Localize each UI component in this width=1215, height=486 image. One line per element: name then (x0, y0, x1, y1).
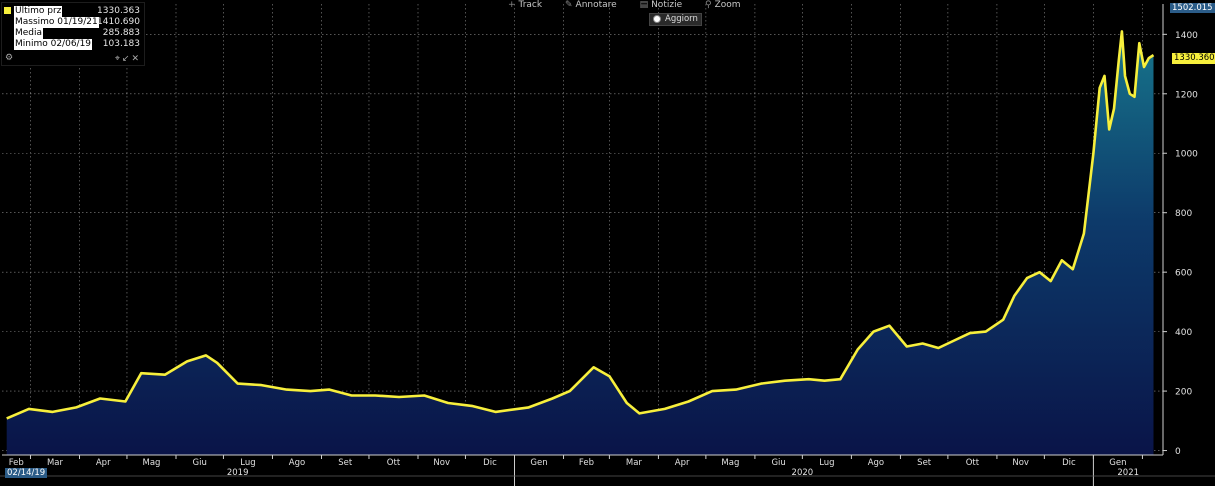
x-year-label: 2019 (227, 468, 249, 478)
x-month-label: Dic (1062, 458, 1076, 468)
close-icon[interactable]: ✕ (131, 54, 141, 64)
x-month-label: Mar (47, 458, 64, 468)
y-tick-label: 0 (1175, 447, 1181, 457)
x-month-label: Lug (819, 458, 834, 468)
legend-item-max: Massimo 01/19/21 1410.690 (14, 17, 140, 28)
x-month-label: Ago (868, 458, 884, 468)
legend-panel: Ultimo prz 1330.363 Massimo 01/19/21 141… (1, 2, 145, 66)
x-month-label: Feb (579, 458, 594, 468)
x-month-label: Ott (387, 458, 401, 468)
pencil-icon: ✎ (564, 0, 573, 10)
x-month-label: Apr (96, 458, 111, 468)
x-month-label: Feb (9, 458, 24, 468)
x-month-label: Set (917, 458, 932, 468)
x-month-label: Ago (289, 458, 305, 468)
news-button[interactable]: ▤ Notizie (639, 0, 683, 10)
x-year-label: 2020 (792, 468, 814, 478)
y-tick-label: 600 (1175, 269, 1192, 279)
axis-top-value-badge: 1502.015 (1170, 3, 1215, 13)
track-button[interactable]: + Track (508, 0, 543, 10)
legend-tools: ⌖↙✕ (115, 54, 141, 65)
series-color-swatch (4, 7, 11, 14)
pin-icon[interactable]: ⌖ (114, 54, 122, 64)
x-month-label: Dic (483, 458, 497, 468)
y-tick-label: 1400 (1175, 31, 1198, 41)
price-area-fill (6, 31, 1154, 456)
news-icon: ▤ (639, 0, 649, 10)
legend-item-last-price: Ultimo prz 1330.363 (4, 6, 141, 17)
x-month-label: Nov (1012, 458, 1029, 468)
y-tick-label: 200 (1175, 388, 1192, 398)
legend-item-average: Media 285.883 (14, 28, 140, 39)
x-month-label: Giu (771, 458, 785, 468)
y-tick-label: 400 (1175, 328, 1192, 338)
zoom-button[interactable]: ⚲ Zoom (704, 0, 741, 10)
y-tick-label: 800 (1175, 209, 1192, 219)
crosshair-icon: + (508, 0, 516, 10)
radio-icon (653, 14, 661, 23)
collapse-icon[interactable]: ↙ (121, 54, 132, 64)
x-month-label: Gen (530, 458, 547, 468)
x-axis: Feb Mar Apr Mag Giu Lug Ago Set Ott Nov Dic Gen Feb M… (0, 454, 1215, 486)
x-month-label: Mar (626, 458, 643, 468)
x-month-label: Lug (240, 458, 255, 468)
gear-icon[interactable]: ⚙ (5, 53, 14, 63)
annotate-button[interactable]: ✎ Annotare (564, 0, 617, 10)
refresh-button[interactable]: Aggiorn (649, 13, 702, 26)
legend-item-min: Minimo 02/06/19 103.183 (14, 39, 140, 50)
chart-toolbar: + Track ✎ Annotare ▤ Notizie ⚲ Zoom (508, 0, 761, 12)
last-price-badge: 1330.360 (1172, 53, 1215, 64)
x-month-label: Ott (966, 458, 980, 468)
x-month-label: Nov (433, 458, 450, 468)
x-month-label: Mag (142, 458, 160, 468)
start-date-badge: 02/14/19 (5, 468, 48, 478)
x-year-label: 2021 (1117, 468, 1139, 478)
x-month-label: Apr (675, 458, 690, 468)
x-month-label: Gen (1109, 458, 1126, 468)
x-month-label: Giu (193, 458, 207, 468)
price-line (6, 30, 1155, 420)
y-axis: 0 200 400 600 800 1000 1200 1400 (1162, 4, 1198, 457)
magnifier-icon: ⚲ (704, 0, 712, 10)
y-tick-label: 1200 (1175, 90, 1198, 100)
y-tick-label: 1000 (1175, 150, 1198, 160)
x-month-label: Mag (721, 458, 739, 468)
x-month-label: Set (338, 458, 353, 468)
